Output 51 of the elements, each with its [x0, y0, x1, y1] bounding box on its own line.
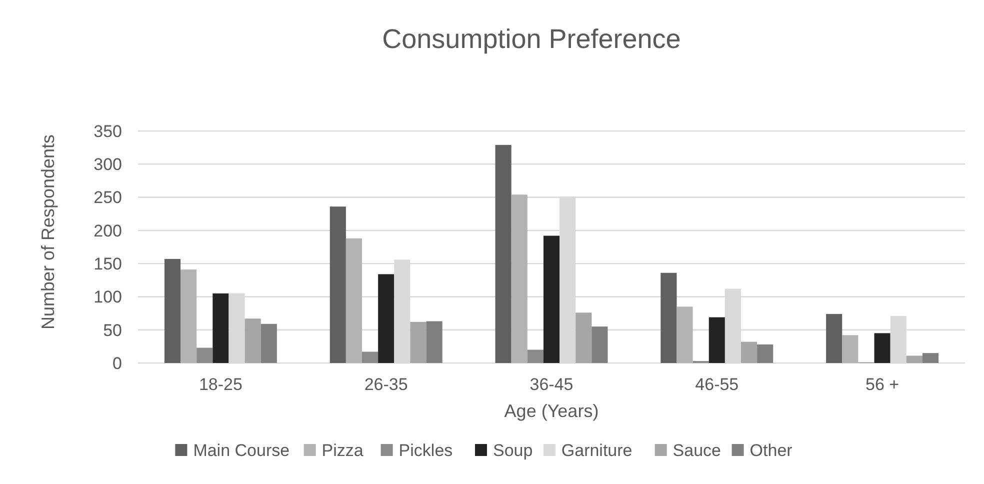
bar: [410, 322, 426, 363]
bar: [592, 326, 608, 363]
bar: [362, 352, 378, 363]
y-tick-label: 100: [94, 288, 122, 307]
bar: [330, 206, 346, 363]
bar: [260, 324, 277, 363]
bar: [426, 321, 442, 363]
bar: [180, 270, 197, 363]
bar: [842, 335, 858, 363]
y-tick-label: 0: [112, 354, 122, 373]
x-axis-title: Age (Years): [504, 401, 599, 421]
bar: [676, 306, 693, 363]
bar: [164, 258, 181, 363]
legend-label: Pickles: [398, 441, 453, 460]
bar: [543, 236, 560, 363]
x-tick-label: 18-25: [198, 375, 242, 394]
y-tick-label: 150: [94, 254, 122, 274]
chart-title: Consumption Preference: [382, 24, 681, 54]
legend-label: Other: [750, 441, 793, 460]
y-tick-label: 300: [94, 155, 122, 174]
bar: [244, 318, 261, 363]
bar: [378, 274, 394, 363]
bar: [757, 344, 774, 363]
bar: [660, 272, 677, 363]
bar: [922, 353, 939, 363]
bar: [196, 348, 213, 363]
legend-label: Garniture: [561, 441, 632, 460]
x-tick-label: 26-35: [364, 375, 408, 394]
bar: [576, 312, 592, 363]
y-tick-label: 50: [103, 320, 122, 340]
bar: [495, 144, 512, 363]
bar: [346, 238, 362, 363]
y-axis-title: Number of Respondents: [38, 134, 58, 330]
bar: [906, 356, 922, 363]
y-tick-label: 200: [94, 221, 122, 240]
x-tick-label: 46-55: [695, 375, 739, 394]
y-tick-label: 350: [94, 122, 122, 141]
bar: [527, 350, 544, 363]
legend-label: Main Course: [193, 441, 290, 460]
bar: [511, 194, 528, 363]
bar: [826, 314, 842, 363]
legend-label: Soup: [493, 441, 533, 460]
x-tick-label: 36-45: [530, 375, 574, 394]
bar: [741, 342, 758, 363]
y-tick-label: 250: [94, 188, 122, 208]
bar: [874, 333, 890, 363]
bar: [212, 293, 229, 363]
legend-label: Pizza: [322, 441, 364, 460]
legend-label: Sauce: [672, 441, 722, 460]
bar: [708, 317, 725, 363]
x-tick-label: 56 +: [866, 375, 900, 394]
